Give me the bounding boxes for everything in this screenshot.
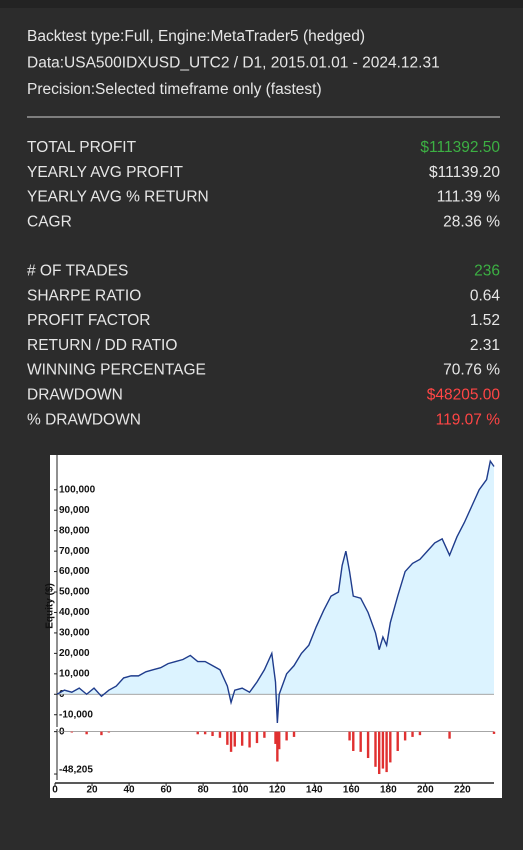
stat-label: YEARLY AVG % RETURN [27,189,209,206]
x-tick-label: 80 [198,785,210,796]
stat-label: # OF TRADES [27,262,128,279]
drawdown-bar [411,731,414,737]
y-tick-label: 100,000 [59,484,96,495]
stat-value: 111.39 % [437,189,500,206]
stat-value: 1.52 [470,312,500,329]
drawdown-bar [385,731,388,773]
x-tick-label: 200 [417,785,434,796]
x-tick-label: 20 [86,785,98,796]
header-line: Backtest type:Full, Engine:MetaTrader5 (… [27,28,365,45]
x-tick-label: 180 [380,785,397,796]
drawdown-bar [100,731,103,736]
drawdown-bar [263,731,266,738]
drawdown-bar [196,731,199,735]
stat-value: $11139.20 [429,164,500,181]
x-tick-label: 100 [232,785,249,796]
drawdown-bar [276,731,279,762]
x-tick-label: 140 [306,785,323,796]
y-tick-label: -10,000 [59,709,93,720]
header-line: Precision:Selected timeframe only (faste… [27,81,322,98]
x-tick-label: 0 [52,785,58,796]
drawdown-bar [381,731,385,769]
drawdown-bar [218,731,222,738]
stat-label: SHARPE RATIO [27,287,141,304]
stat-value: 0.64 [470,287,501,304]
stat-label: RETURN / DD RATIO [27,337,177,354]
drawdown-bar [292,731,296,737]
drawdown-bar [278,731,281,750]
drawdown-bar [359,731,362,752]
drawdown-bar [233,731,236,747]
drawdown-bar [403,731,407,741]
drawdown-bar [70,731,74,733]
drawdown-bar [203,731,207,735]
drawdown-bar [240,731,244,746]
y-tick-label: 60,000 [59,566,90,577]
stat-value: 119.07 % [436,411,501,428]
stat-label: % DRAWDOWN [27,411,141,428]
drawdown-bar [255,731,259,744]
stat-value: 70.76 % [443,362,500,379]
x-tick-label: 160 [343,785,360,796]
equity-line [56,459,495,723]
stat-value: $111392.50 [420,139,500,156]
stat-label: DRAWDOWN [27,386,123,403]
stat-label: WINNING PERCENTAGE [27,362,206,379]
top-bar [0,0,523,8]
drawdown-bar [389,731,392,763]
y-axis-label: Equity ($) [45,583,56,629]
stat-label: PROFIT FACTOR [27,312,150,329]
y-tick-label: 20,000 [59,648,90,659]
drawdown-bar [377,731,381,775]
x-tick-label: 40 [124,785,136,796]
drawdown-bar [274,731,277,744]
stat-label: YEARLY AVG PROFIT [27,164,183,181]
drawdown-bar [85,731,88,735]
stat-value: $48205.00 [427,386,501,403]
stat-value: 236 [474,262,500,279]
drawdown-bar [492,731,496,734]
header-line: Data:USA500IDXUSD_UTC2 / D1, 2015.01.01 … [27,55,440,72]
drawdown-bar [285,731,288,741]
x-tick-label: 60 [161,785,173,796]
y-tick-label: 70,000 [59,546,90,557]
y-tick-label: -48,205 [59,765,93,776]
drawdown-bar [448,731,451,739]
x-tick-label: 120 [269,785,286,796]
drawdown-bar [229,731,233,752]
drawdown-bar [374,731,377,767]
equity-area [57,461,494,723]
y-tick-label: 10,000 [59,668,90,679]
stat-value: 2.31 [470,337,500,354]
drawdown-bar [418,731,422,736]
drawdown-bar [396,731,399,751]
stat-value: 28.36 % [443,213,500,230]
y-tick-label: 80,000 [59,525,90,536]
y-tick-label: 50,000 [59,587,90,598]
drawdown-bar [248,731,251,748]
stat-label: TOTAL PROFIT [27,139,137,156]
y-tick-label: 30,000 [59,628,90,639]
drawdown-bar [226,731,229,745]
y-tick-label: 90,000 [59,505,90,516]
y-tick-label: 40,000 [59,607,90,618]
drawdown-bar [366,731,370,759]
drawdown-bar [348,731,351,741]
drawdown-bar [352,731,355,751]
stat-label: CAGR [27,213,72,230]
drawdown-bar [211,731,214,737]
x-tick-label: 220 [454,785,471,796]
drawdown-bar [107,731,111,733]
